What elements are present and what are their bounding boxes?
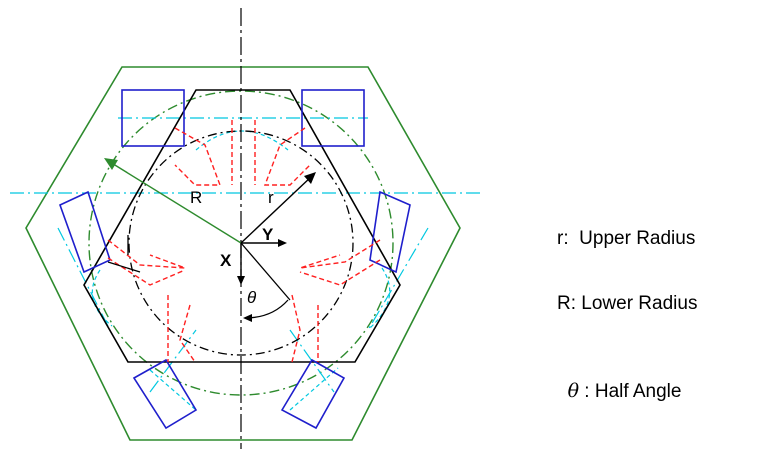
legend-upper-radius: r: Upper Radius	[557, 228, 696, 249]
leg-mount-blocks	[59, 89, 411, 430]
legend-half-angle: θ : Half Angle	[557, 358, 682, 403]
label-Y: Y	[262, 225, 274, 244]
upper-platform-hexagon	[83, 89, 401, 363]
theta-symbol: θ	[567, 380, 580, 402]
outer-hexagon	[25, 66, 461, 441]
half-angle-arrowhead	[243, 314, 252, 322]
label-R: R	[190, 188, 202, 207]
upper-radius-arrow	[240, 172, 316, 244]
x-axis-arrow	[237, 243, 245, 285]
label-X: X	[220, 251, 232, 270]
half-angle-text: : Half Angle	[579, 381, 682, 402]
legend-lower-radius: R: Lower Radius	[557, 293, 698, 314]
label-r: r	[268, 188, 274, 207]
lower-radius-arrow	[104, 158, 242, 244]
cyan-centerlines	[10, 117, 480, 393]
leg-lines	[107, 235, 141, 273]
label-theta: θ	[247, 288, 257, 307]
y-axis-arrow	[241, 239, 287, 247]
half-angle-line	[240, 242, 291, 301]
